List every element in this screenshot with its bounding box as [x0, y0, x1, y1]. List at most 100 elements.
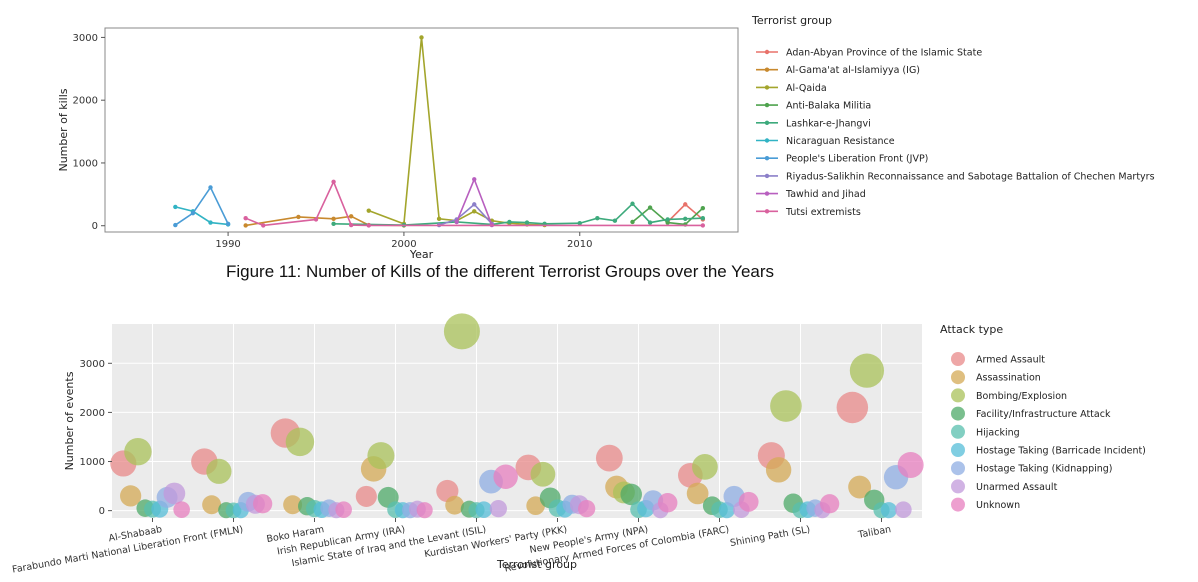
data-point	[630, 219, 635, 225]
bubble-bombing-explosion	[206, 458, 232, 484]
data-point	[595, 215, 600, 221]
data-point	[454, 219, 459, 225]
bubble-bombing-explosion	[124, 437, 152, 466]
legend-key	[951, 461, 965, 476]
bubble-bombing-explosion	[367, 442, 395, 470]
y-tick-label: 3000	[73, 33, 98, 44]
data-point	[647, 205, 653, 210]
legend-label: Assassination	[976, 373, 1041, 384]
bubble-bombing-explosion	[530, 461, 556, 487]
legend-label: Armed Assault	[976, 355, 1045, 366]
bubble-unarmed-assault	[163, 482, 186, 505]
bubble-unknown	[173, 501, 190, 518]
data-point	[665, 217, 670, 222]
legend-key-point	[764, 156, 770, 161]
x-axis-title: Year	[409, 248, 434, 261]
bubble-assassination	[445, 495, 465, 515]
bubble-unknown	[335, 501, 352, 518]
data-point	[173, 204, 178, 210]
legend-label: Tawhid and Jihad	[785, 189, 866, 200]
data-point	[331, 216, 336, 222]
legend-label: Facility/Infrastructure Attack	[976, 409, 1111, 420]
bubble-unknown	[738, 491, 759, 512]
bubble-hostage-taking-barricade-incident	[880, 502, 897, 519]
data-point	[700, 215, 706, 221]
legend-label: Al-Gama'at al-Islamiyya (IG)	[786, 65, 920, 76]
data-point	[507, 219, 512, 225]
data-point	[243, 223, 248, 228]
data-point	[700, 205, 706, 211]
data-point	[524, 220, 530, 225]
y-axis-title: Number of events	[63, 371, 76, 470]
legend-label: Hijacking	[976, 427, 1020, 438]
data-point	[472, 202, 477, 207]
y-tick-label: 0	[92, 221, 98, 232]
x-tick-label: 1990	[215, 239, 240, 250]
bubble-unknown	[820, 494, 840, 514]
legend-key	[951, 352, 965, 366]
bubble-assassination	[202, 495, 222, 515]
y-tick-label: 1000	[80, 457, 105, 468]
bubble-unarmed-assault	[895, 501, 912, 518]
x-axis-title: Terrorist group	[496, 558, 577, 571]
legend-label: Unknown	[976, 500, 1020, 511]
bubble-bombing-explosion	[443, 313, 480, 350]
bubble-assassination	[765, 457, 792, 483]
data-point	[665, 220, 670, 225]
legend-key-point	[764, 191, 770, 196]
legend-key-point	[764, 85, 770, 90]
legend-label: Adan-Abyan Province of the Islamic State	[786, 48, 982, 59]
legend-label: Hostage Taking (Kidnapping)	[976, 464, 1113, 475]
legend-key	[951, 388, 965, 403]
legend-title: Attack type	[940, 323, 1003, 336]
bubble-assassination	[526, 496, 545, 516]
data-point	[630, 201, 635, 206]
y-tick-label: 3000	[80, 359, 105, 370]
legend-label: Bombing/Explosion	[976, 391, 1067, 402]
series-line-nicaraguan-resistance	[175, 206, 229, 226]
legend-label: Riyadus-Salikhin Reconnaissance and Sabo…	[786, 171, 1155, 182]
legend-key	[951, 424, 965, 439]
legend-key-point	[764, 173, 770, 179]
legend-key-point	[764, 67, 770, 72]
data-point	[419, 35, 424, 40]
data-point	[647, 220, 653, 225]
bubble-unknown	[416, 502, 433, 519]
legend-key-point	[764, 120, 770, 126]
bubble-assassination	[120, 485, 142, 507]
legend-key	[951, 497, 965, 512]
bubble-hostage-taking-barricade-incident	[475, 501, 493, 518]
bubble-unknown	[493, 464, 518, 489]
series-line-lashkar-e-jhangvi	[333, 202, 703, 226]
data-point	[472, 209, 477, 214]
data-point	[472, 177, 477, 182]
data-point	[331, 221, 336, 227]
plot-border	[104, 27, 739, 233]
bubble-armed-assault	[836, 391, 869, 424]
legend-key	[951, 479, 965, 494]
data-point	[366, 223, 371, 228]
data-point	[208, 220, 213, 225]
data-point	[348, 214, 354, 219]
data-point	[436, 216, 442, 222]
legend-label: Tutsi extremists	[785, 207, 861, 218]
bubble-facility-infrastructure-attack	[620, 483, 642, 506]
bubble-unarmed-assault	[489, 500, 508, 518]
data-point	[683, 202, 688, 207]
x-tick-label: 2010	[567, 239, 592, 250]
bubble-bombing-explosion	[770, 390, 802, 422]
bubble-assassination	[283, 495, 303, 515]
data-point	[577, 221, 582, 226]
bubble-unknown	[657, 492, 678, 513]
data-point	[261, 223, 266, 228]
y-tick-label: 0	[99, 506, 105, 517]
series-line-riyadus-salikhin-reconnaissance-and-sabotage-battalion-of-chechen-martyrs	[438, 203, 493, 226]
figure-caption: Figure 11: Number of Kills of the differ…	[225, 262, 775, 281]
x-tick-label: 2000	[391, 239, 416, 250]
legend-label: People's Liberation Front (JVP)	[786, 154, 928, 165]
data-point	[348, 222, 354, 228]
bubble-bombing-explosion	[285, 427, 315, 457]
bubble-unknown	[897, 451, 924, 478]
legend-key	[951, 406, 965, 421]
